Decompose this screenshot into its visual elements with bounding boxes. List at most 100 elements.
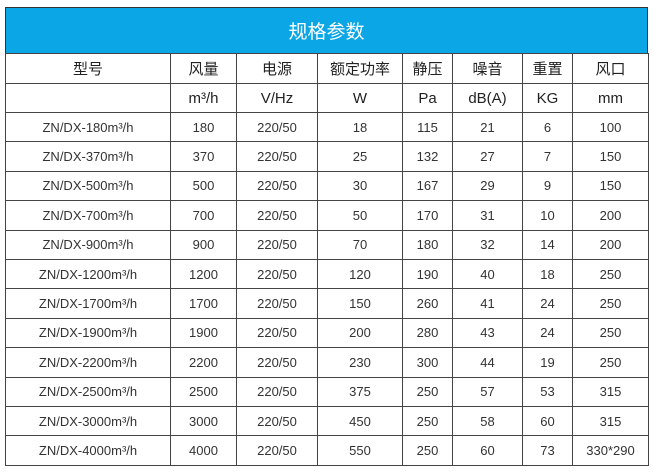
table-cell: 电源 bbox=[236, 53, 318, 84]
table-cell: 500 bbox=[170, 170, 237, 202]
table-cell: 静压 bbox=[402, 53, 453, 84]
table-cell: 2500 bbox=[170, 376, 237, 407]
table-row: ZN/DX-3000m³/h 3000 220/50 450 250 58 60 315 bbox=[5, 405, 649, 437]
table-row: ZN/DX-1900m³/h 1900 220/50 200 280 43 24 250 bbox=[5, 317, 649, 349]
table-row: ZN/DX-500m³/h 500 220/50 30 167 29 9 150 bbox=[5, 170, 649, 202]
table-row: ZN/DX-180m³/h 180 220/50 18 115 21 6 100 bbox=[5, 111, 649, 143]
table-cell: 70 bbox=[317, 229, 403, 260]
table-cell: 550 bbox=[317, 435, 403, 466]
table-cell: 150 bbox=[317, 288, 403, 319]
table-cell bbox=[5, 83, 171, 113]
table-cell: ZN/DX-1200m³/h bbox=[5, 258, 171, 290]
table-cell: 2200 bbox=[170, 347, 237, 378]
table-cell: 180 bbox=[170, 111, 237, 143]
table-cell: 200 bbox=[572, 200, 649, 231]
table-cell: 250 bbox=[572, 258, 649, 290]
table-cell: ZN/DX-4000m³/h bbox=[5, 435, 171, 466]
table-cell: 220/50 bbox=[236, 200, 318, 231]
table-row: ZN/DX-370m³/h 370 220/50 25 132 27 7 150 bbox=[5, 141, 649, 172]
table-cell: 330*290 bbox=[572, 435, 649, 466]
table-cell: 700 bbox=[170, 200, 237, 231]
table-cell: 280 bbox=[402, 317, 453, 349]
table-cell: 10 bbox=[522, 200, 573, 231]
table-cell: 14 bbox=[522, 229, 573, 260]
spec-table-container: 规格参数 型号 风量 电源 额定功率 静压 噪音 重置 风口 m³/h V/Hz W Pa dB(A) K… bbox=[5, 7, 649, 466]
table-cell: ZN/DX-3000m³/h bbox=[5, 405, 171, 437]
table-row: ZN/DX-700m³/h 700 220/50 50 170 31 10 200 bbox=[5, 200, 649, 231]
table-cell: 200 bbox=[317, 317, 403, 349]
table-cell: 190 bbox=[402, 258, 453, 290]
table-cell: 53 bbox=[522, 376, 573, 407]
table-cell: 150 bbox=[572, 141, 649, 172]
table-cell: 1200 bbox=[170, 258, 237, 290]
table-cell: m³/h bbox=[170, 83, 237, 113]
table-cell: Pa bbox=[402, 83, 453, 113]
table-row: ZN/DX-2200m³/h 2200 220/50 230 300 44 19 250 bbox=[5, 347, 649, 378]
table-cell: 19 bbox=[522, 347, 573, 378]
table-cell: 24 bbox=[522, 317, 573, 349]
spec-table: 型号 风量 电源 额定功率 静压 噪音 重置 风口 m³/h V/Hz W Pa dB(A) KG mm ZN… bbox=[5, 53, 649, 466]
table-cell: 60 bbox=[522, 405, 573, 437]
table-cell: 噪音 bbox=[452, 53, 523, 84]
table-cell: 170 bbox=[402, 200, 453, 231]
table-row: ZN/DX-2500m³/h 2500 220/50 375 250 57 53 315 bbox=[5, 376, 649, 407]
table-cell: KG bbox=[522, 83, 573, 113]
table-cell: 220/50 bbox=[236, 141, 318, 172]
table-cell: 230 bbox=[317, 347, 403, 378]
table-cell: 315 bbox=[572, 405, 649, 437]
table-cell: dB(A) bbox=[452, 83, 523, 113]
table-cell: ZN/DX-1900m³/h bbox=[5, 317, 171, 349]
table-cell: 21 bbox=[452, 111, 523, 143]
table-cell: 50 bbox=[317, 200, 403, 231]
table-cell: 220/50 bbox=[236, 170, 318, 202]
table-cell: ZN/DX-2500m³/h bbox=[5, 376, 171, 407]
table-cell: 73 bbox=[522, 435, 573, 466]
table-cell: 167 bbox=[402, 170, 453, 202]
table-cell: 24 bbox=[522, 288, 573, 319]
table-cell: 220/50 bbox=[236, 258, 318, 290]
table-row: ZN/DX-900m³/h 900 220/50 70 180 32 14 200 bbox=[5, 229, 649, 260]
table-cell: 250 bbox=[402, 376, 453, 407]
table-cell: 132 bbox=[402, 141, 453, 172]
table-cell: 6 bbox=[522, 111, 573, 143]
table-cell: 1700 bbox=[170, 288, 237, 319]
table-cell: ZN/DX-900m³/h bbox=[5, 229, 171, 260]
table-cell: 220/50 bbox=[236, 229, 318, 260]
table-cell: 30 bbox=[317, 170, 403, 202]
table-cell: mm bbox=[572, 83, 649, 113]
table-cell: 额定功率 bbox=[317, 53, 403, 84]
table-cell: 200 bbox=[572, 229, 649, 260]
table-cell: 220/50 bbox=[236, 347, 318, 378]
table-cell: 29 bbox=[452, 170, 523, 202]
table-cell: 44 bbox=[452, 347, 523, 378]
unit-row: m³/h V/Hz W Pa dB(A) KG mm bbox=[5, 83, 649, 113]
table-cell: ZN/DX-500m³/h bbox=[5, 170, 171, 202]
table-cell: 370 bbox=[170, 141, 237, 172]
table-cell: 9 bbox=[522, 170, 573, 202]
table-cell: 43 bbox=[452, 317, 523, 349]
table-row: ZN/DX-1200m³/h 1200 220/50 120 190 40 18 250 bbox=[5, 258, 649, 290]
table-cell: 250 bbox=[402, 435, 453, 466]
table-cell: 41 bbox=[452, 288, 523, 319]
table-cell: 220/50 bbox=[236, 317, 318, 349]
table-cell: 风口 bbox=[572, 53, 649, 84]
table-cell: 450 bbox=[317, 405, 403, 437]
table-cell: 220/50 bbox=[236, 111, 318, 143]
table-cell: 风量 bbox=[170, 53, 237, 84]
table-cell: 900 bbox=[170, 229, 237, 260]
table-cell: 27 bbox=[452, 141, 523, 172]
table-cell: 58 bbox=[452, 405, 523, 437]
table-cell: 150 bbox=[572, 170, 649, 202]
table-title: 规格参数 bbox=[5, 7, 648, 53]
table-cell: V/Hz bbox=[236, 83, 318, 113]
table-cell: 250 bbox=[572, 288, 649, 319]
table-cell: 250 bbox=[402, 405, 453, 437]
table-cell: 1900 bbox=[170, 317, 237, 349]
table-cell: 40 bbox=[452, 258, 523, 290]
table-cell: ZN/DX-370m³/h bbox=[5, 141, 171, 172]
table-row: ZN/DX-4000m³/h 4000 220/50 550 250 60 73 330*29… bbox=[5, 435, 649, 466]
table-cell: 32 bbox=[452, 229, 523, 260]
table-cell: 115 bbox=[402, 111, 453, 143]
table-row: ZN/DX-1700m³/h 1700 220/50 150 260 41 24 250 bbox=[5, 288, 649, 319]
table-cell: 18 bbox=[522, 258, 573, 290]
